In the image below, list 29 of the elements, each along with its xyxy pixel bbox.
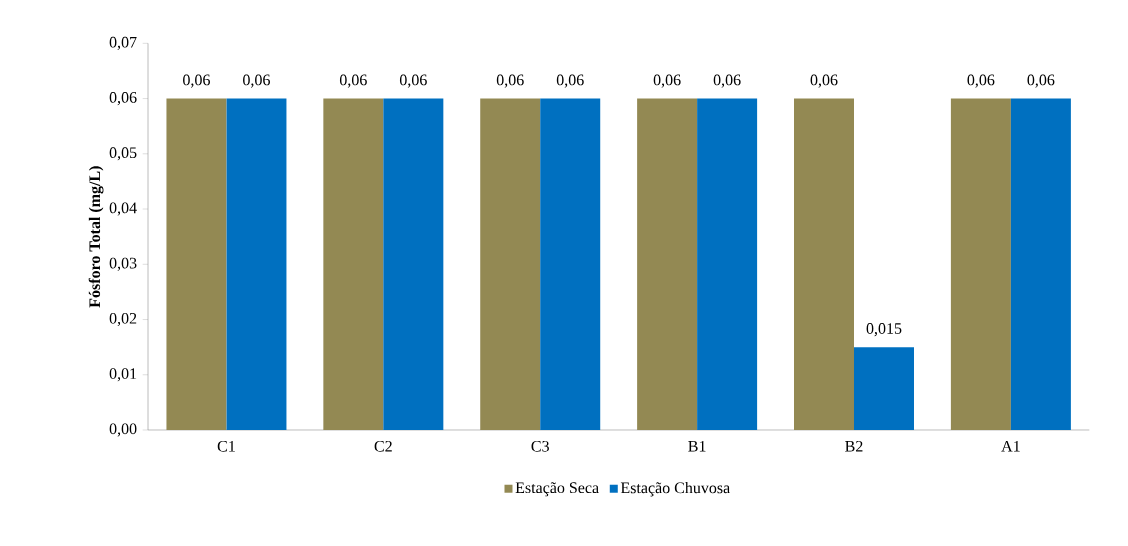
- data-label: 0,06: [183, 74, 210, 88]
- y-tick-label: 0,04: [109, 202, 137, 216]
- data-label: 0,06: [967, 74, 995, 88]
- x-tick-label: C2: [374, 440, 392, 452]
- y-tick-label: 0,03: [109, 257, 137, 271]
- x-tick-label: B1: [688, 440, 706, 452]
- data-label: 0,06: [653, 74, 681, 88]
- y-tick-label: 0,02: [109, 312, 137, 327]
- y-tick-label: 0,00: [109, 423, 137, 437]
- legend-label: Estação Chuvosa: [620, 481, 730, 497]
- y-tick-label: 0,05: [109, 147, 137, 161]
- y-tick-label: 0,07: [109, 36, 137, 50]
- data-label: 0,06: [496, 74, 524, 88]
- data-label: 0,06: [810, 74, 838, 88]
- y-tick-label: 0,01: [109, 368, 137, 382]
- data-label: 0,06: [339, 74, 367, 88]
- data-label: 0,06: [713, 74, 741, 88]
- data-label: 0,06: [1027, 74, 1055, 88]
- data-label: 0,06: [243, 74, 270, 88]
- x-tick-label: C1: [217, 440, 235, 452]
- data-label: 0,06: [399, 74, 427, 88]
- x-tick-label: C3: [531, 440, 549, 452]
- x-tick-label: A1: [1001, 440, 1020, 452]
- y-tick-label: 0,06: [109, 92, 137, 106]
- x-tick-label: B2: [845, 440, 863, 452]
- legend-label: Estação Seca: [515, 482, 599, 497]
- data-label: 0,06: [556, 74, 584, 88]
- y-axis-title: Fósforo Total (mg/L): [88, 166, 104, 308]
- data-label: 0,015: [866, 323, 902, 337]
